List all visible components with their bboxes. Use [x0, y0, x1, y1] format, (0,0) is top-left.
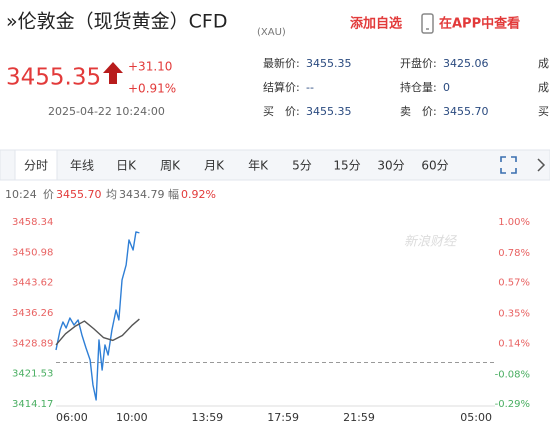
price-change-pct: +0.91%	[128, 82, 176, 96]
y-tick-label: 3450.98	[12, 247, 53, 258]
field-label: 结算价:	[263, 80, 300, 94]
y2-tick-label: 0.78%	[498, 248, 530, 259]
x-tick-label: 10:00	[116, 411, 148, 424]
y2-tick-label: -0.29%	[495, 399, 530, 410]
tab[interactable]: 60分	[421, 159, 448, 173]
tab[interactable]: 月K	[204, 159, 225, 173]
info-avg-label: 均	[106, 188, 117, 201]
x-tick-label: 06:00	[56, 411, 88, 424]
expand-icon[interactable]	[500, 156, 517, 174]
tab[interactable]: 日K	[116, 159, 137, 173]
up-arrow	[103, 62, 123, 84]
x-tick-label: 17:59	[267, 411, 299, 424]
watermark: 新浪财经	[404, 234, 458, 250]
info-time: 10:24	[5, 188, 37, 201]
y2-tick-label: 0.14%	[498, 338, 530, 349]
tab[interactable]: 15分	[333, 159, 360, 173]
field-label: 买 价:	[263, 105, 300, 118]
y-tick-label: 3421.53	[12, 369, 53, 380]
field-label: 成	[538, 57, 549, 70]
y2-tick-label: 0.35%	[498, 309, 530, 320]
info-avg: 3434.79	[119, 188, 165, 201]
y-tick-label: 3428.89	[12, 338, 53, 349]
tab[interactable]: 周K	[160, 159, 181, 173]
tab[interactable]: 年K	[248, 159, 269, 173]
more-arrow[interactable]	[537, 158, 546, 172]
field-label: 最新价:	[263, 56, 300, 70]
y-tick-label: 3443.62	[12, 278, 53, 289]
price-change: +31.10	[128, 60, 172, 74]
price-line	[55, 231, 140, 401]
symbol-code: (XAU)	[257, 27, 286, 38]
field-label: 成	[538, 81, 549, 94]
tab[interactable]: 30分	[377, 159, 404, 173]
info-price: 3455.70	[56, 188, 102, 201]
field-label: 开盘价:	[400, 56, 437, 70]
y-tick-label: 3414.17	[12, 399, 53, 410]
tabs: 分时 年线 日K 周K 月K 年K 5分 15分 30分 60分	[14, 149, 449, 181]
field-label: 持仓量:	[400, 80, 437, 94]
add-watch[interactable]: 添加自选	[350, 16, 402, 32]
y2-tick-label: -0.08%	[495, 369, 530, 380]
x-tick-label: 21:59	[343, 411, 375, 424]
info-price-label: 价	[43, 188, 54, 201]
price-line	[55, 318, 140, 346]
last-price: 3455.35	[6, 65, 101, 91]
field-value: 3425.06	[443, 57, 489, 70]
tab[interactable]: 年线	[70, 159, 94, 173]
phone-icon	[421, 13, 434, 34]
field-value: --	[306, 81, 314, 94]
tab[interactable]: 分时	[24, 159, 48, 173]
info-amp-label: 幅	[168, 188, 179, 201]
x-tick-label: 13:59	[191, 411, 223, 424]
tab-bar	[0, 149, 550, 181]
field-value: 3455.35	[306, 105, 352, 118]
field-value: 3455.70	[443, 105, 489, 118]
y2-tick-label: 0.57%	[498, 278, 530, 289]
page-title: »伦敦金（现货黄金）CFD	[6, 11, 227, 33]
app-link[interactable]: 在APP中查看	[439, 16, 520, 32]
active-tab	[14, 149, 58, 181]
field-label: 买	[538, 105, 549, 118]
y2-tick-label: 1.00%	[498, 217, 530, 228]
quote-time: 2025-04-22 10:24:00	[48, 105, 165, 118]
field-value: 0	[443, 81, 450, 94]
x-tick-label: 05:00	[460, 411, 492, 424]
chart: 3458.34 3450.98 3443.62 3436.26 3428.89 3421.…	[12, 217, 530, 424]
field-label: 卖 价:	[400, 105, 437, 118]
info-amp: 0.92%	[181, 188, 216, 201]
field-value: 3455.35	[306, 57, 352, 70]
y-tick-label: 3458.34	[12, 217, 53, 228]
tab[interactable]: 5分	[292, 159, 312, 173]
y-tick-label: 3436.26	[12, 308, 53, 319]
